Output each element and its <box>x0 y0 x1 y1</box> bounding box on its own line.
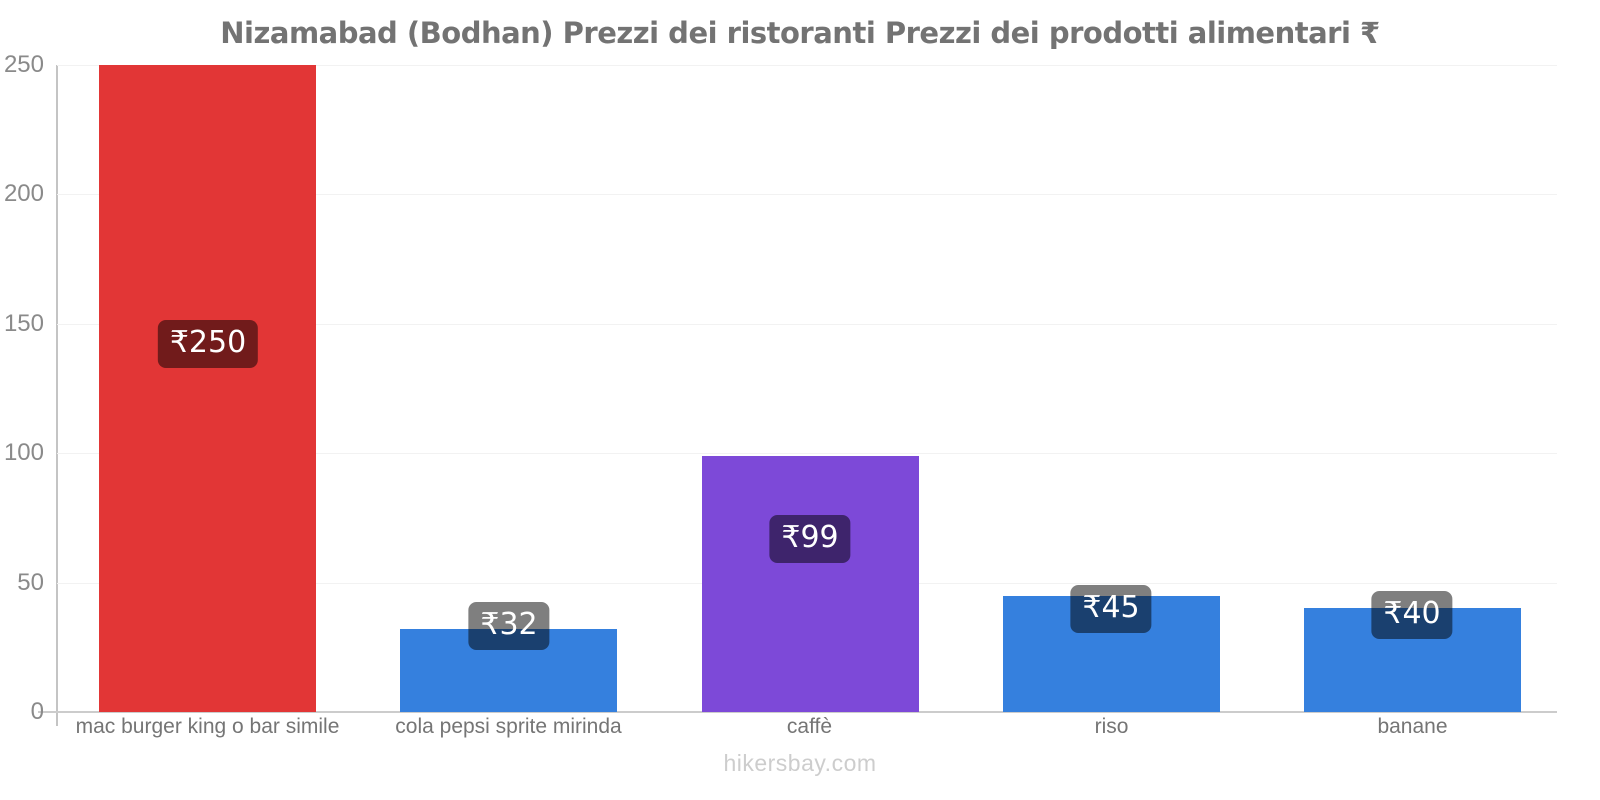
bar-value-badge: ₹45 <box>1070 585 1152 633</box>
chart-title: Nizamabad (Bodhan) Prezzi dei ristoranti… <box>220 16 1380 50</box>
y-axis-tick-label: 150 <box>3 310 44 337</box>
bar-value-badge: ₹32 <box>468 602 550 650</box>
bar-value-badge: ₹250 <box>157 320 259 368</box>
y-axis-tick-label: 50 <box>17 569 44 596</box>
gridline <box>57 65 1557 66</box>
gridline <box>57 194 1557 195</box>
bar[interactable] <box>99 65 316 712</box>
bar[interactable] <box>702 456 919 712</box>
x-axis-label: caffè <box>786 715 833 738</box>
x-axis-label: cola pepsi sprite mirinda <box>395 715 622 738</box>
x-axis-line <box>38 711 1557 713</box>
bar-value-badge: ₹40 <box>1371 591 1453 639</box>
bar-value-badge: ₹99 <box>769 515 851 563</box>
y-axis-line <box>56 65 58 726</box>
gridline <box>57 453 1557 454</box>
x-axis-label: banane <box>1377 715 1448 738</box>
watermark-text: hikersbay.com <box>723 750 877 776</box>
gridline <box>57 324 1557 325</box>
y-axis-tick-label: 100 <box>3 439 44 466</box>
y-axis-tick-label: 0 <box>30 698 44 725</box>
y-axis-tick-label: 200 <box>3 180 44 207</box>
y-axis-tick-label: 250 <box>3 51 44 78</box>
x-axis-label: mac burger king o bar simile <box>75 715 340 738</box>
x-axis-label: riso <box>1094 715 1129 738</box>
